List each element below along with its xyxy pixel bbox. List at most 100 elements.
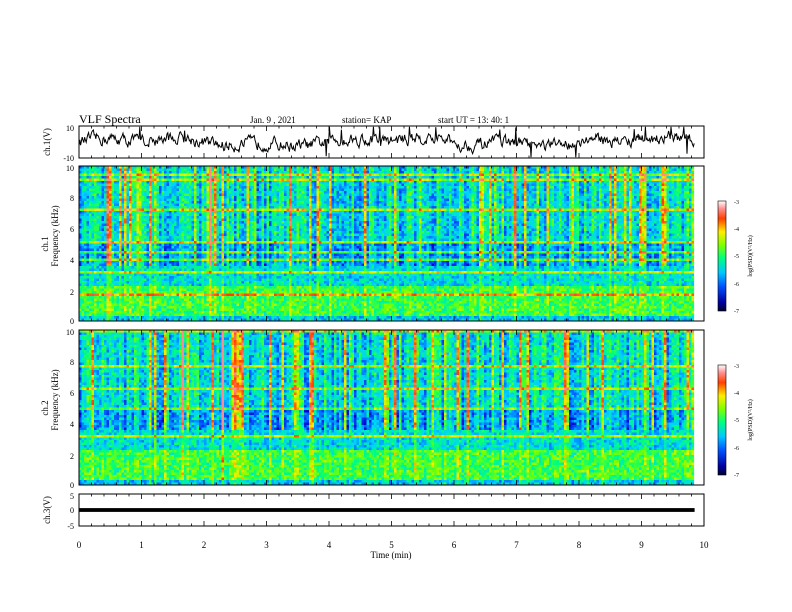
spectrogram-cell [136, 166, 140, 169]
spectrogram-cell [231, 256, 235, 259]
spectrogram-cell [89, 178, 92, 182]
ch1-spectrogram-image [79, 166, 695, 322]
spectrogram-cell [204, 288, 207, 292]
spectrogram-cell [184, 266, 187, 269]
spectrogram-cell [131, 236, 135, 239]
spectrogram-cell [264, 273, 267, 277]
spectrogram-cell [221, 166, 225, 169]
spectrogram-cell [184, 243, 187, 247]
spectrogram-cell [89, 286, 92, 289]
spectrogram-cell [271, 291, 275, 294]
spectrogram-cell [194, 171, 197, 174]
spectrogram-cell [211, 231, 215, 234]
spectrogram-cell [191, 221, 195, 224]
spectrogram-cell [254, 198, 257, 202]
spectrogram-cell [266, 281, 270, 284]
spectrogram-cell [196, 268, 200, 272]
spectrogram-cell [274, 306, 277, 309]
spectrogram-cell [201, 286, 205, 289]
spectrogram-cell [239, 303, 242, 307]
spectrogram-cell [104, 273, 107, 277]
spectrogram-cell [256, 186, 260, 189]
spectrogram-cell [139, 266, 142, 269]
spectrogram-cell [139, 191, 142, 194]
spectrogram-cell [274, 278, 277, 282]
spectrogram-cell [184, 251, 187, 254]
spectrogram-cell [171, 308, 175, 312]
spectrogram-cell [134, 263, 137, 267]
spectrogram-cell [276, 231, 280, 234]
spectrogram-cell [164, 268, 167, 272]
spectrogram-cell [244, 178, 247, 182]
spectrogram-cell [99, 301, 102, 304]
spectrogram-cell [126, 176, 130, 179]
spectrogram-cell [216, 283, 220, 287]
spectrogram-cell [79, 276, 82, 279]
spectrogram-cell [116, 266, 120, 269]
spectrogram-cell [171, 241, 175, 244]
spectrogram-cell [101, 231, 105, 234]
spectrogram-cell [124, 201, 127, 204]
spectrogram-cell [239, 203, 242, 207]
spectrogram-cell [104, 258, 107, 262]
spectrogram-cell [191, 211, 195, 214]
spectrogram-cell [164, 261, 167, 264]
spectrogram-cell [146, 273, 150, 277]
spectrogram-cell [109, 261, 112, 264]
spectrogram-cell [186, 238, 190, 242]
spectrogram-cell [111, 268, 115, 272]
spectrogram-cell [179, 258, 182, 262]
spectrogram-cell [169, 183, 172, 187]
spectrogram-cell [229, 286, 232, 289]
spectrogram-cell [179, 263, 182, 267]
spectrogram-cell [249, 306, 252, 309]
spectrogram-cell [91, 286, 95, 289]
spectrogram-cell [184, 168, 187, 172]
spectrogram-cell [129, 206, 132, 209]
spectrogram-cell [106, 253, 110, 257]
spectrogram-cell [171, 273, 175, 277]
spectrogram-cell [191, 291, 195, 294]
spectrogram-cell [244, 221, 247, 224]
spectrogram-cell [156, 223, 160, 227]
spectrogram-cell [171, 311, 175, 314]
spectrogram-cell [186, 241, 190, 244]
spectrogram-cell [164, 283, 167, 287]
spectrogram-cell [106, 221, 110, 224]
spectrogram-cell [261, 298, 265, 302]
spectrogram-cell [116, 228, 120, 232]
spectrogram-cell [206, 298, 210, 302]
spectrogram-cell [126, 311, 130, 314]
spectrogram-cell [234, 166, 237, 169]
spectrogram-cell [106, 216, 110, 219]
spectrogram-cell [279, 188, 282, 192]
spectrogram-cell [79, 263, 82, 267]
spectrogram-cell [246, 236, 250, 239]
spectrogram-cell [136, 288, 140, 292]
spectrogram-cell [279, 178, 282, 182]
spectrogram-cell [276, 278, 280, 282]
spectrogram-cell [131, 241, 135, 244]
spectrogram-cell [104, 296, 107, 299]
spectrogram-cell [211, 206, 215, 209]
spectrogram-cell [116, 183, 120, 187]
spectrogram-cell [241, 263, 245, 267]
spectrogram-cell [231, 306, 235, 309]
spectrogram-cell [144, 176, 147, 179]
spectrogram-cell [121, 291, 125, 294]
spectrogram-cell [214, 188, 217, 192]
spectrogram-cell [149, 178, 152, 182]
spectrogram-cell [151, 196, 155, 199]
spectrogram-cell [224, 168, 227, 172]
spectrogram-cell [214, 318, 217, 322]
spectrogram-cell [114, 298, 117, 302]
spectrogram-cell [264, 236, 267, 239]
spectrogram-cell [96, 211, 100, 214]
spectrogram-cell [169, 296, 172, 299]
spectrogram-cell [111, 218, 115, 222]
spectrogram-cell [159, 311, 162, 314]
spectrogram-cell [254, 258, 257, 262]
spectrogram-cell [219, 176, 222, 179]
spectrogram-cell [274, 303, 277, 307]
spectrogram-cell [104, 293, 107, 297]
